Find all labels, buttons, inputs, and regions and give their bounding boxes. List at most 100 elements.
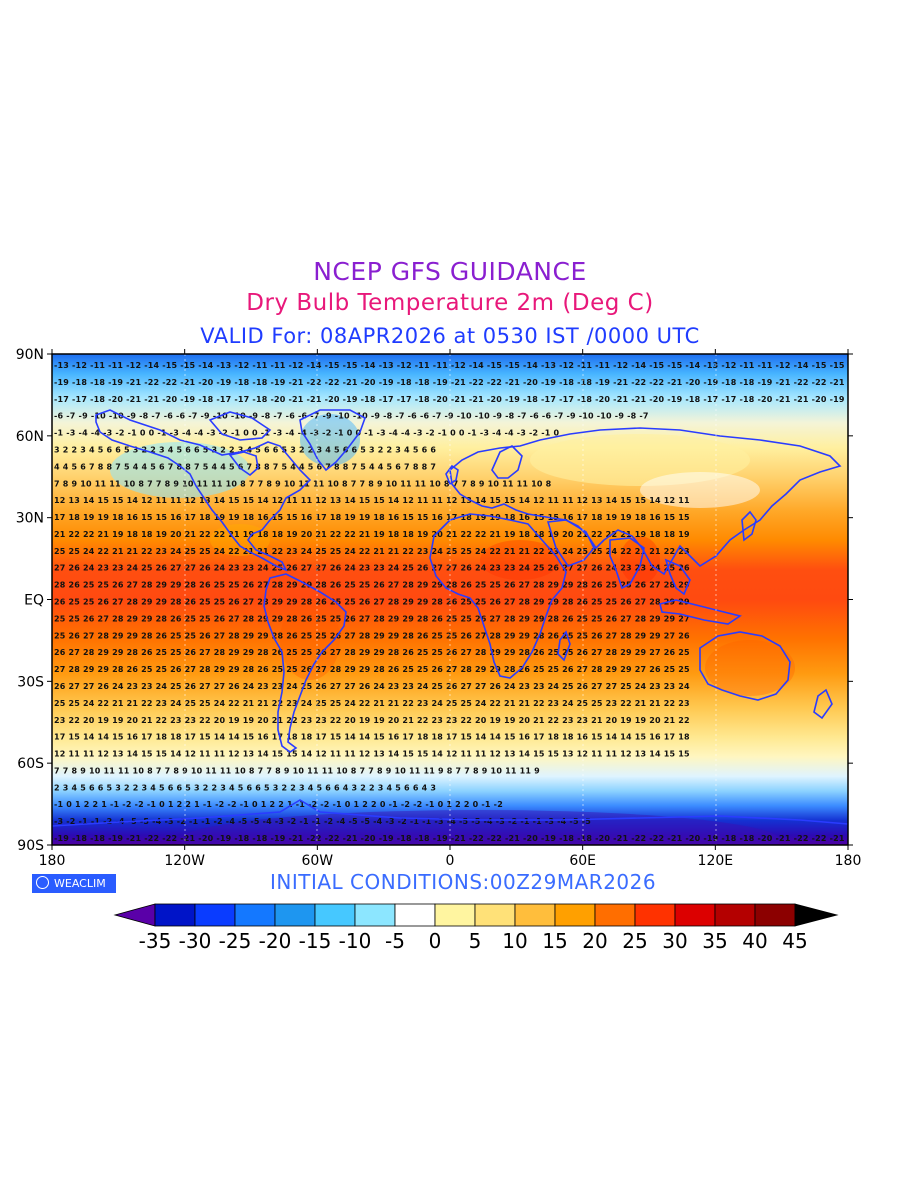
colorbar-swatch (634, 903, 676, 927)
colorbar-label: 40 (742, 929, 767, 953)
latitude-label: 90S (17, 838, 44, 854)
indonesia-coastline (659, 599, 742, 625)
colorbar-label: 25 (622, 929, 647, 953)
greenland-coastline (299, 409, 366, 472)
initial-conditions-label: INITIAL CONDITIONS:00Z29MAR2026 (270, 870, 657, 894)
value-row: 7 8 9 10 11 11 10 8 7 7 8 9 10 11 11 10 … (54, 479, 552, 488)
colorbar-swatch (514, 903, 556, 927)
value-row: 26 27 28 29 29 28 26 25 25 26 27 28 29 2… (54, 648, 690, 657)
longitude-label: 0 (446, 853, 455, 869)
value-row: 25 25 26 27 28 29 29 28 26 25 25 26 27 2… (54, 614, 690, 623)
colorbar-swatch (354, 903, 396, 927)
colorbar-label: 45 (782, 929, 807, 953)
colorbar-swatch (554, 903, 596, 927)
british-isles-coastline (445, 464, 459, 486)
value-row: 26 27 27 26 24 23 23 24 25 26 27 27 26 2… (54, 682, 690, 691)
colorbar-label: -30 (179, 929, 212, 953)
colorbar-label: 5 (469, 929, 482, 953)
chart-subtitle: Dry Bulb Temperature 2m (Deg C) (246, 290, 654, 316)
latitude-label: 30N (16, 511, 44, 527)
value-row: 27 26 24 23 23 24 25 26 27 27 26 24 23 2… (54, 564, 690, 573)
latitude-label: EQ (24, 593, 44, 609)
latitude-label: 30S (17, 674, 44, 690)
north-america-coastline (95, 409, 312, 572)
colorbar-swatch (754, 903, 796, 927)
value-row: 17 18 19 19 18 16 15 15 16 17 18 19 19 1… (54, 513, 690, 522)
colorbar-swatch (154, 903, 196, 927)
japan-coastline (741, 510, 757, 542)
value-row: 26 25 25 26 27 28 29 29 28 26 25 25 26 2… (54, 598, 690, 607)
longitude-label: 180 (39, 853, 66, 869)
longitude-label: 180 (835, 853, 862, 869)
southeast-asia-coastline (664, 558, 691, 596)
value-row: 28 26 25 25 26 27 28 29 29 28 26 25 25 2… (54, 581, 690, 590)
axis-ticks (47, 349, 853, 850)
colorbar-label: -25 (219, 929, 252, 953)
value-row: 4 4 5 6 7 8 8 7 5 4 4 5 6 7 8 8 7 5 4 4 … (54, 462, 436, 471)
colorbar-labels: -35 -30 -25 -20 -15 -10 -5 0 5 10 15 20 25 30 35 40 45 (139, 929, 808, 953)
colorbar-min-arrow (113, 903, 156, 927)
scandinavia-coastline (491, 445, 523, 479)
latitude-labels: 90N 60N 30N EQ 30S 60S 90S (16, 347, 44, 854)
value-row: -17 -17 -18 -20 -21 -21 -20 -19 -18 -17 … (54, 395, 845, 404)
value-row: 21 22 22 21 19 18 18 19 20 21 22 22 21 1… (54, 530, 690, 539)
colorbar-swatch (194, 903, 236, 927)
value-row: 25 25 24 22 21 21 22 23 24 25 25 24 22 2… (54, 547, 690, 556)
value-row: -1 0 1 2 2 1 -1 -2 -2 -1 0 1 2 2 1 -1 -2… (54, 800, 503, 809)
value-row: 2 3 4 5 6 6 5 3 2 2 3 4 5 6 6 5 3 2 2 3 … (54, 783, 436, 792)
colorbar-swatch (594, 903, 636, 927)
australia-coastline (699, 631, 791, 701)
value-row: 7 7 8 9 10 11 11 10 8 7 7 8 9 10 11 11 1… (54, 766, 540, 775)
madagascar-coastline (557, 630, 571, 662)
colorbar-swatch (674, 903, 716, 927)
longitude-label: 120W (164, 853, 205, 869)
temperature-patch (280, 600, 340, 680)
colorbar-swatch (234, 903, 276, 927)
value-row: 27 28 29 29 28 26 25 25 26 27 28 29 29 2… (54, 665, 690, 674)
colorbar-label: 35 (702, 929, 727, 953)
eurasia-coastline (449, 427, 842, 576)
colorbar-swatch (394, 903, 436, 927)
value-row: 23 22 20 19 19 20 21 22 23 23 22 20 19 1… (54, 716, 690, 725)
colorbar-label: -20 (259, 929, 292, 953)
longitude-labels: 180 120W 60W 0 60E 120E 180 (39, 853, 862, 869)
colorbar-swatch (274, 903, 316, 927)
weaclim-logo: WEACLIM (32, 874, 116, 893)
colorbar-label: -5 (385, 929, 405, 953)
hudson-bay-coastline (228, 451, 259, 477)
value-row: -1 -3 -4 -4 -3 -2 -1 0 0 -1 -3 -4 -4 -3 … (54, 429, 560, 438)
copyright-icon (36, 876, 49, 889)
colorbar-label: 15 (542, 929, 567, 953)
colorbar-swatch (474, 903, 516, 927)
coastlines (52, 409, 848, 827)
colorbar-swatch (434, 903, 476, 927)
arabia-coastline (546, 519, 595, 567)
temperature-patch (480, 540, 560, 580)
value-row: 12 13 14 15 15 14 12 11 11 12 13 14 15 1… (54, 496, 690, 505)
value-row: -3 -2 -1 -1 -2 -4 -5 -5 -4 -3 -2 -1 -1 -… (54, 817, 591, 826)
longitude-label: 60W (301, 853, 333, 869)
arctic-islands-coastline (208, 411, 272, 441)
temperature-patch (300, 414, 360, 466)
africa-coastline (429, 513, 567, 679)
value-row: 25 26 27 28 29 29 28 26 25 25 26 27 28 2… (54, 631, 690, 640)
india-coastline (609, 537, 645, 590)
south-america-coastline (263, 573, 347, 753)
colorbar-label: 0 (429, 929, 442, 953)
colorbar-label: 30 (662, 929, 687, 953)
antarctica-coastline (52, 799, 848, 827)
colorbar (113, 903, 839, 927)
chart-title: NCEP GFS GUIDANCE (313, 257, 587, 286)
new-zealand-coastline (813, 688, 833, 720)
value-row: -13 -12 -11 -11 -12 -14 -15 -15 -14 -13 … (54, 361, 845, 370)
latitude-label: 90N (16, 347, 44, 363)
longitude-label: 120E (698, 853, 734, 869)
value-row: -19 -18 -18 -19 -21 -22 -22 -21 -20 -19 … (54, 378, 845, 387)
valid-time-label: VALID For: 08APR2026 at 0530 IST /0000 U… (200, 324, 700, 348)
value-row: 17 15 14 14 15 16 17 18 18 17 15 14 14 1… (54, 733, 690, 742)
colorbar-swatch (714, 903, 756, 927)
temperature-patch (110, 442, 250, 498)
colorbar-label: -15 (299, 929, 332, 953)
colorbar-label: 10 (502, 929, 527, 953)
